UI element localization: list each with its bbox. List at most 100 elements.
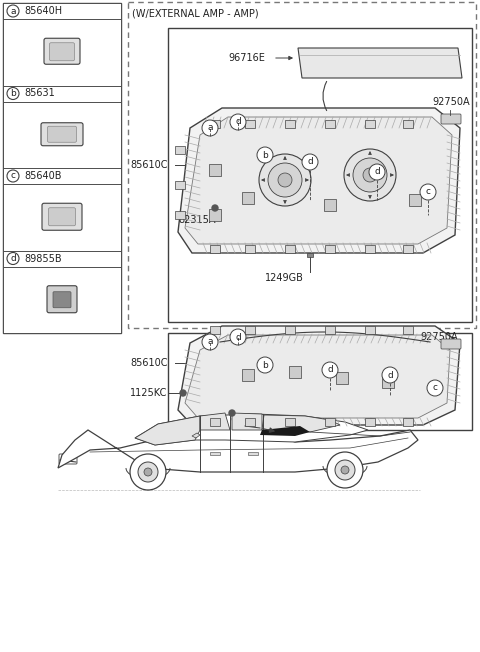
Bar (209, 164, 221, 176)
Circle shape (138, 462, 158, 482)
FancyBboxPatch shape (441, 339, 461, 349)
Circle shape (341, 466, 349, 474)
Text: b: b (262, 151, 268, 160)
Circle shape (7, 170, 19, 182)
Bar (324, 199, 336, 211)
FancyBboxPatch shape (48, 126, 76, 142)
Text: a: a (10, 7, 16, 16)
Text: 82315A: 82315A (178, 215, 216, 225)
Text: b: b (10, 89, 16, 98)
Circle shape (302, 154, 318, 170)
Polygon shape (298, 48, 462, 78)
Polygon shape (185, 335, 450, 418)
Bar (210, 418, 220, 426)
Polygon shape (260, 426, 310, 436)
Circle shape (229, 410, 235, 416)
Bar (242, 192, 254, 204)
Bar (3, 267, 121, 333)
Text: 89855B: 89855B (24, 254, 61, 263)
Circle shape (7, 252, 19, 265)
Bar (409, 194, 421, 206)
Polygon shape (178, 108, 460, 253)
Bar (325, 245, 335, 253)
FancyBboxPatch shape (49, 43, 74, 61)
Circle shape (327, 452, 363, 488)
Bar (175, 181, 185, 189)
Text: (W/EXTERNAL AMP - AMP): (W/EXTERNAL AMP - AMP) (132, 8, 259, 18)
Text: 1125KC: 1125KC (130, 388, 168, 398)
Polygon shape (178, 326, 460, 425)
Text: 85631: 85631 (24, 89, 55, 98)
FancyBboxPatch shape (42, 203, 82, 230)
Text: c: c (11, 171, 15, 181)
Text: d: d (374, 168, 380, 177)
Text: c: c (425, 188, 431, 196)
Circle shape (7, 5, 19, 17)
Circle shape (257, 147, 273, 163)
Bar (365, 120, 375, 128)
Bar (245, 418, 255, 426)
Bar (403, 418, 413, 426)
Bar (325, 418, 335, 426)
Bar (209, 209, 221, 221)
Circle shape (420, 184, 436, 200)
Text: d: d (235, 333, 241, 342)
Text: a: a (207, 338, 213, 346)
Text: b: b (262, 361, 268, 370)
Bar (3, 3, 121, 19)
Bar (3, 250, 121, 267)
Bar (3, 85, 121, 102)
Bar (403, 120, 413, 128)
Circle shape (230, 329, 246, 345)
Bar (365, 245, 375, 253)
Text: d: d (307, 158, 313, 166)
FancyBboxPatch shape (47, 286, 77, 313)
Circle shape (335, 460, 355, 480)
Circle shape (202, 334, 218, 350)
Circle shape (202, 120, 218, 136)
FancyBboxPatch shape (48, 208, 75, 226)
Bar (210, 452, 220, 455)
Bar (325, 326, 335, 334)
Bar (285, 418, 295, 426)
Text: c: c (432, 383, 437, 393)
Circle shape (7, 87, 19, 100)
Text: d: d (387, 370, 393, 379)
Polygon shape (200, 413, 230, 430)
Circle shape (144, 468, 152, 476)
Bar (168, 28, 472, 322)
Bar (365, 326, 375, 334)
Bar (210, 245, 220, 253)
Circle shape (322, 362, 338, 378)
Text: 96716E: 96716E (228, 53, 265, 63)
Text: d: d (10, 254, 16, 263)
Bar (289, 366, 301, 378)
Bar (285, 120, 295, 128)
Bar (175, 146, 185, 154)
Bar (210, 326, 220, 334)
Bar (168, 333, 472, 430)
Bar (245, 245, 255, 253)
Bar (336, 372, 348, 384)
Circle shape (130, 454, 166, 490)
Bar (245, 326, 255, 334)
Text: d: d (327, 366, 333, 374)
Polygon shape (58, 430, 418, 472)
Circle shape (363, 168, 377, 182)
Circle shape (180, 390, 186, 396)
Bar (3, 19, 121, 85)
FancyBboxPatch shape (41, 123, 83, 146)
Bar (245, 120, 255, 128)
Text: 85610C: 85610C (130, 358, 168, 368)
Text: d: d (235, 117, 241, 126)
Text: 85610C: 85610C (130, 160, 168, 170)
Circle shape (369, 164, 385, 180)
Circle shape (344, 149, 396, 201)
Bar (3, 184, 121, 250)
Polygon shape (232, 413, 262, 430)
Bar (128, 2, 476, 328)
Bar (403, 326, 413, 334)
FancyBboxPatch shape (441, 114, 461, 124)
Circle shape (353, 158, 387, 192)
Bar (403, 245, 413, 253)
